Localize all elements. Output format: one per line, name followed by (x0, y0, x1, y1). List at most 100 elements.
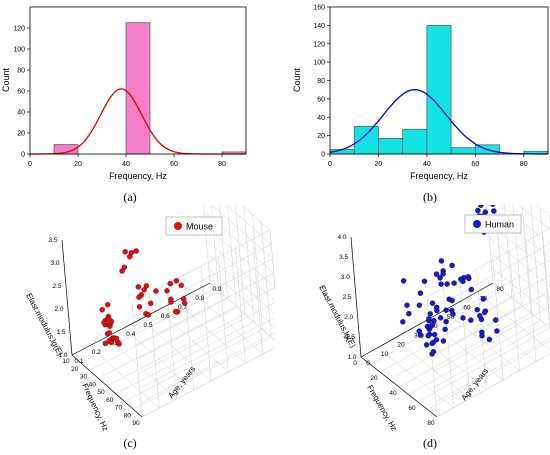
x-tick-label-a-4: 80 (218, 161, 226, 168)
y-tick-label-b-0: 0 (321, 152, 325, 159)
data-point (141, 287, 147, 293)
x-axis-label-a: Frequency, Hz (109, 171, 167, 181)
x-axis-label-c: Frequency, Hz (80, 382, 110, 432)
data-point (449, 307, 455, 314)
y-tick-label-d-3: 30 (414, 332, 422, 339)
x-tick-label-c-4: 50 (97, 389, 105, 396)
x-tick-label-b-2: 40 (423, 161, 431, 168)
y-tick-label-a-4: 80 (17, 68, 25, 75)
floor-grid-line (140, 318, 212, 382)
bar-b-5 (450, 147, 476, 155)
y-tick-label-a-1: 20 (17, 131, 25, 138)
x-tick-label-b-4: 80 (520, 161, 528, 168)
wall-grid-line (218, 256, 229, 373)
data-point (443, 307, 449, 313)
x-tick-label-d-2: 40 (389, 390, 397, 397)
wall-grid-line (211, 205, 273, 259)
floor-grid-line (436, 353, 550, 418)
data-point (443, 318, 449, 325)
y-axis-label-b: Count (292, 68, 302, 93)
data-point (173, 278, 180, 284)
data-point (442, 326, 448, 333)
y-tick-label-d-6: 60 (463, 305, 471, 312)
x-tick-label-d-4: 0 (353, 360, 357, 367)
data-point (135, 284, 142, 290)
bar-b-4 (426, 25, 452, 155)
wall-grid-line (241, 205, 271, 231)
y-tick-label-b-7: 140 (313, 23, 325, 30)
y-tick-label-a-0: 0 (21, 152, 25, 159)
panel-label-b: (b) (423, 190, 437, 204)
legend-label-d: Human (485, 220, 514, 230)
y-tick-label-b-6: 120 (313, 41, 325, 48)
data-point (172, 308, 179, 315)
data-point (482, 209, 489, 215)
data-point (427, 311, 434, 317)
data-point (122, 249, 128, 255)
x-tick-label-d-0: 80 (427, 420, 435, 427)
data-point (474, 306, 480, 313)
data-point (490, 205, 496, 207)
x-tick-label-c-0: 90 (132, 420, 140, 427)
bar-b-3 (402, 128, 428, 155)
y-tick-label-d-2: 20 (397, 342, 405, 349)
x-tick-label-b-1: 20 (375, 161, 383, 168)
data-point (465, 274, 472, 280)
legend-marker-c (174, 222, 182, 230)
y-tick-label-c-3: 0.4 (126, 331, 135, 338)
z-axis-label-c: Elast.modulus,lg(E) (24, 292, 65, 358)
data-point (440, 338, 447, 344)
wall-grid-line (490, 252, 550, 301)
wall-grid-line (140, 332, 275, 403)
y-tick-label-d-5: 50 (447, 314, 455, 321)
data-point (136, 294, 142, 300)
y-tick-label-b-2: 40 (317, 115, 325, 122)
wall-grid-line (500, 205, 550, 245)
wall-grid-line (435, 337, 550, 403)
wall-grid-line (204, 225, 275, 288)
data-point (460, 278, 466, 285)
data-point (400, 278, 407, 284)
wall-grid-line (530, 205, 541, 321)
wall-grid-line (509, 250, 520, 371)
floor-grid-line (124, 329, 263, 402)
data-point (421, 278, 428, 285)
x-tick-label-c-6: 30 (80, 374, 88, 381)
x-tick-label-b-3: 60 (471, 161, 479, 168)
wall-grid-line (252, 214, 263, 330)
data-point (416, 302, 423, 308)
y-tick-label-a-5: 100 (13, 47, 25, 54)
data-point (423, 342, 430, 348)
data-point (481, 309, 488, 316)
wall-grid-line (135, 272, 274, 346)
floor-grid-line (476, 292, 550, 351)
legend-box-d (464, 214, 522, 234)
z-tick-label-d-2: 2.0 (344, 314, 353, 321)
data-point (178, 282, 184, 289)
data-point (128, 250, 135, 256)
x-axis-line (71, 354, 143, 418)
y-tick-label-c-4: 0.5 (143, 322, 152, 329)
data-point (480, 296, 487, 302)
x-axis-label-b: Frequency, Hz (410, 171, 468, 181)
data-point (486, 336, 493, 343)
y-tick-label-b-3: 60 (317, 96, 325, 103)
data-point (101, 319, 107, 326)
z-tick-label-d-6: 4.0 (337, 234, 346, 241)
data-point (426, 316, 432, 322)
data-point (491, 208, 497, 214)
z-tick-label-c-0: 1.0 (58, 352, 67, 359)
wall-grid-line (535, 205, 550, 217)
y-axis-line (71, 282, 211, 356)
data-point (153, 288, 159, 294)
data-point (404, 302, 410, 308)
z-tick-label-d-4: 3.0 (341, 274, 350, 281)
data-point (99, 306, 105, 313)
y-tick-label-c-8: 0.9 (212, 286, 221, 293)
data-point (104, 301, 111, 308)
data-point (468, 317, 474, 323)
data-point (478, 316, 485, 323)
wall-grid-line (138, 302, 275, 375)
